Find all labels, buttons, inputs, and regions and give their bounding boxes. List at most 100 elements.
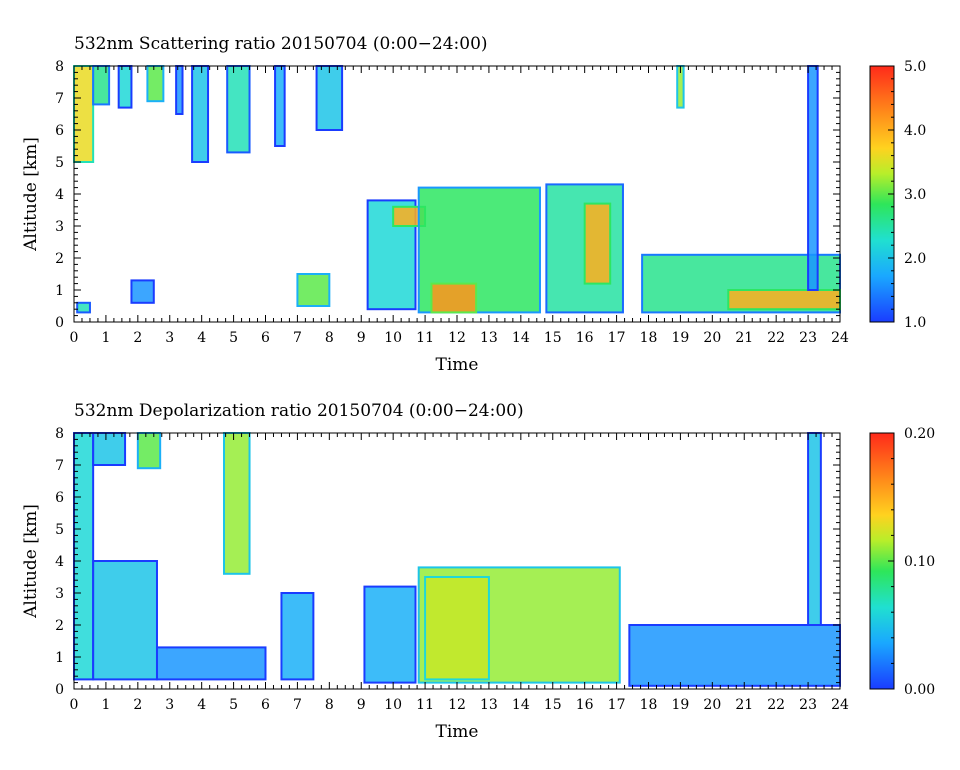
- x-tick-label: 17: [608, 697, 626, 713]
- data-cell-edge: [296, 273, 331, 307]
- x-tick-label: 11: [416, 697, 434, 713]
- scattering-axes: 0 1 2 3 4 5 6 7 8 9 10 11 12 13 14 15 16 17 18 19 20 21 22 23 24…: [55, 59, 849, 346]
- x-tick-label: 24: [831, 697, 849, 713]
- data-cell-edge: [280, 592, 315, 681]
- data-cell: [316, 66, 343, 130]
- x-tick-label: 4: [197, 697, 206, 713]
- data-cell: [629, 625, 840, 686]
- x-tick-label: 13: [480, 330, 498, 346]
- data-cell: [93, 66, 110, 105]
- chart-title: 532nm Scattering ratio 20150704 (0:00−24…: [74, 34, 488, 54]
- data-cell-edge: [417, 186, 541, 314]
- x-tick-label: 21: [735, 330, 753, 346]
- y-tick-label: 5: [55, 522, 64, 538]
- x-tick-label: 13: [480, 697, 498, 713]
- x-tick-label: 23: [799, 697, 817, 713]
- x-tick-label: 19: [672, 330, 690, 346]
- x-tick-label: 18: [640, 330, 658, 346]
- data-cell-edge: [76, 301, 91, 314]
- x-tick-label: 6: [261, 330, 270, 346]
- colorbar-tick-label: 4.0: [904, 123, 926, 139]
- y-axis-label: Altitude [km]: [21, 137, 41, 252]
- data-cell: [431, 283, 477, 313]
- y-tick-label: 3: [55, 219, 64, 235]
- x-tick-label: 22: [767, 330, 785, 346]
- x-tick-label: 14: [512, 697, 530, 713]
- x-tick-label: 3: [165, 697, 174, 713]
- data-cell: [393, 206, 426, 226]
- y-tick-label: 4: [55, 187, 64, 203]
- y-tick-label: 7: [55, 91, 64, 107]
- x-tick-label: 4: [197, 330, 206, 346]
- x-tick-label: 9: [357, 330, 366, 346]
- x-tick-label: 15: [544, 330, 562, 346]
- scattering-plot-area: [73, 65, 842, 314]
- x-tick-label: 5: [229, 697, 238, 713]
- x-tick-label: 7: [293, 697, 302, 713]
- data-cell: [364, 586, 416, 683]
- colorbar-tick-label: 1.0: [904, 315, 926, 331]
- x-tick-label: 9: [357, 697, 366, 713]
- x-tick-label: 10: [384, 330, 402, 346]
- x-tick-label: 1: [101, 697, 110, 713]
- x-tick-label: 8: [325, 697, 334, 713]
- data-cell-edge: [363, 585, 417, 684]
- x-tick-label: 12: [448, 330, 466, 346]
- y-axis-label: Altitude [km]: [21, 504, 41, 619]
- x-tick-label: 16: [576, 330, 594, 346]
- data-cell: [425, 577, 489, 680]
- colorbar-tick-label: 5.0: [904, 59, 926, 75]
- data-cell: [176, 66, 183, 114]
- colorbar-tick-label: 2.0: [904, 251, 926, 267]
- data-cell: [93, 561, 157, 680]
- colorbar-tick-label: 0.10: [904, 554, 935, 570]
- data-cell-edge: [92, 560, 158, 681]
- data-cell: [131, 280, 154, 303]
- y-tick-label: 2: [55, 251, 64, 267]
- y-tick-label: 8: [55, 426, 64, 442]
- data-cell: [808, 66, 818, 290]
- data-cell: [137, 433, 161, 469]
- data-cell: [677, 66, 684, 108]
- x-tick-label: 11: [416, 330, 434, 346]
- data-cell: [275, 66, 285, 146]
- data-cell: [74, 66, 94, 162]
- y-tick-label: 1: [55, 283, 64, 299]
- depolarization-plot-area: [73, 432, 841, 687]
- x-tick-label: 23: [799, 330, 817, 346]
- x-tick-label: 5: [229, 330, 238, 346]
- y-tick-label: 2: [55, 618, 64, 634]
- data-cell: [118, 66, 132, 108]
- y-tick-label: 7: [55, 458, 64, 474]
- y-tick-label: 0: [55, 682, 64, 698]
- colorbar-tick-label: 0.00: [904, 682, 935, 698]
- x-tick-label: 14: [512, 330, 530, 346]
- x-tick-label: 1: [101, 330, 110, 346]
- data-cell-edge: [155, 646, 267, 681]
- depolarization-ratio-panel: 532nm Depolarization ratio 20150704 (0:0…: [21, 401, 935, 742]
- data-cell: [297, 274, 330, 306]
- x-tick-label: 2: [133, 697, 142, 713]
- data-cell: [93, 433, 126, 465]
- y-tick-label: 1: [55, 650, 64, 666]
- data-cell: [147, 66, 164, 102]
- y-tick-label: 6: [55, 490, 64, 506]
- data-cell: [77, 302, 90, 313]
- x-tick-label: 20: [703, 330, 721, 346]
- x-tick-label: 10: [384, 697, 402, 713]
- data-cell-edge: [545, 183, 624, 314]
- x-tick-label: 21: [735, 697, 753, 713]
- data-cell: [808, 433, 821, 625]
- x-tick-label: 18: [640, 697, 658, 713]
- data-cell: [281, 593, 314, 680]
- x-tick-label: 8: [325, 330, 334, 346]
- data-cell: [156, 647, 266, 680]
- data-cell: [192, 66, 209, 162]
- data-cell: [224, 433, 250, 574]
- data-cell: [728, 290, 840, 310]
- y-tick-label: 3: [55, 586, 64, 602]
- y-tick-label: 8: [55, 59, 64, 75]
- data-cell: [227, 66, 250, 153]
- colorbar-tick-label: 3.0: [904, 187, 926, 203]
- y-tick-label: 4: [55, 554, 64, 570]
